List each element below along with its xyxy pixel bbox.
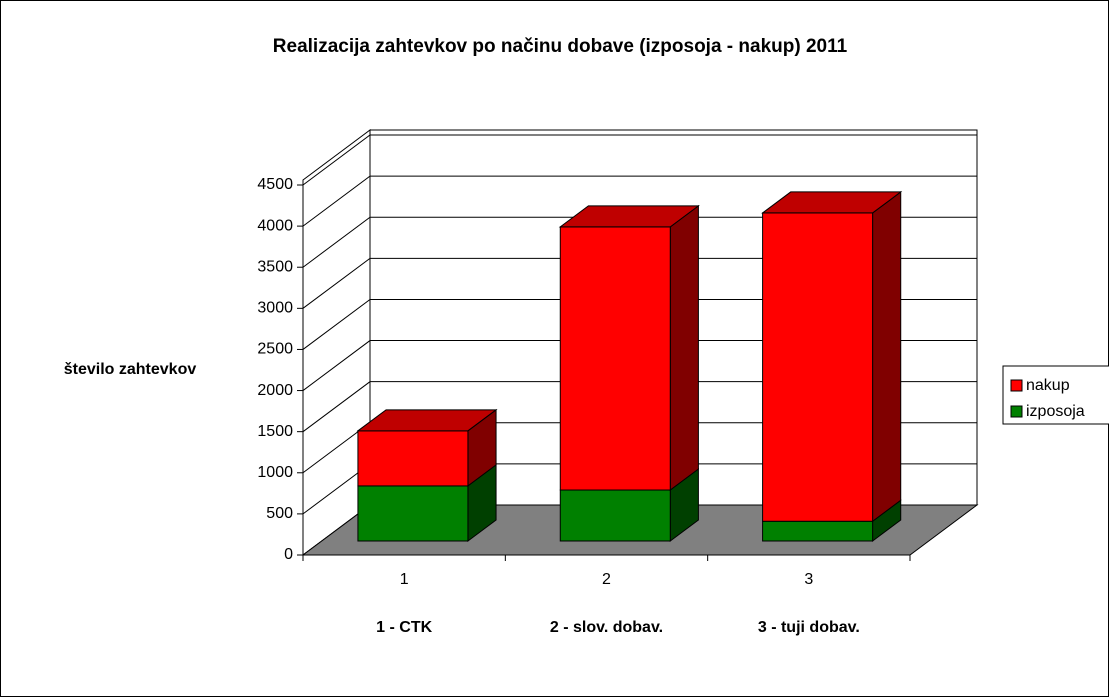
bar-side bbox=[872, 190, 902, 523]
bar bbox=[559, 226, 671, 491]
y-tick-label: 1500 bbox=[257, 423, 293, 440]
chart-title: Realizacija zahtevkov po načinu dobave (… bbox=[273, 36, 848, 57]
bar-top bbox=[761, 191, 903, 214]
category-annotation: 3 - tuji dobav. bbox=[758, 619, 860, 636]
legend-label: nakup bbox=[1026, 377, 1070, 394]
bar-top bbox=[558, 205, 700, 228]
y-tick-label: 4500 bbox=[257, 176, 293, 193]
y-tick-label: 3000 bbox=[257, 300, 293, 317]
y-axis-label: število zahtevkov bbox=[64, 361, 197, 378]
bar bbox=[762, 520, 874, 542]
x-tick-label: 2 bbox=[602, 571, 611, 588]
category-annotation: 2 - slov. dobav. bbox=[550, 619, 663, 636]
bar bbox=[357, 485, 469, 542]
y-tick-label: 2500 bbox=[257, 341, 293, 358]
bar bbox=[357, 430, 469, 487]
grid-line bbox=[302, 175, 977, 227]
bar bbox=[762, 212, 874, 522]
y-tick-label: 500 bbox=[266, 505, 293, 522]
y-tick-label: 1000 bbox=[257, 464, 293, 481]
grid-line bbox=[302, 134, 977, 186]
legend-swatch bbox=[1010, 379, 1023, 392]
y-tick-label: 3500 bbox=[257, 258, 293, 275]
y-tick-label: 4000 bbox=[257, 217, 293, 234]
x-tick-label: 3 bbox=[804, 571, 813, 588]
bar-top bbox=[356, 409, 498, 432]
legend-swatch bbox=[1010, 405, 1023, 418]
bar bbox=[559, 489, 671, 542]
x-tick-label: 1 bbox=[400, 571, 409, 588]
y-tick-label: 0 bbox=[284, 546, 293, 563]
bar-side bbox=[669, 204, 699, 492]
category-annotation: 1 - CTK bbox=[376, 619, 432, 636]
y-tick-label: 2000 bbox=[257, 382, 293, 399]
legend-label: izposoja bbox=[1026, 403, 1085, 420]
